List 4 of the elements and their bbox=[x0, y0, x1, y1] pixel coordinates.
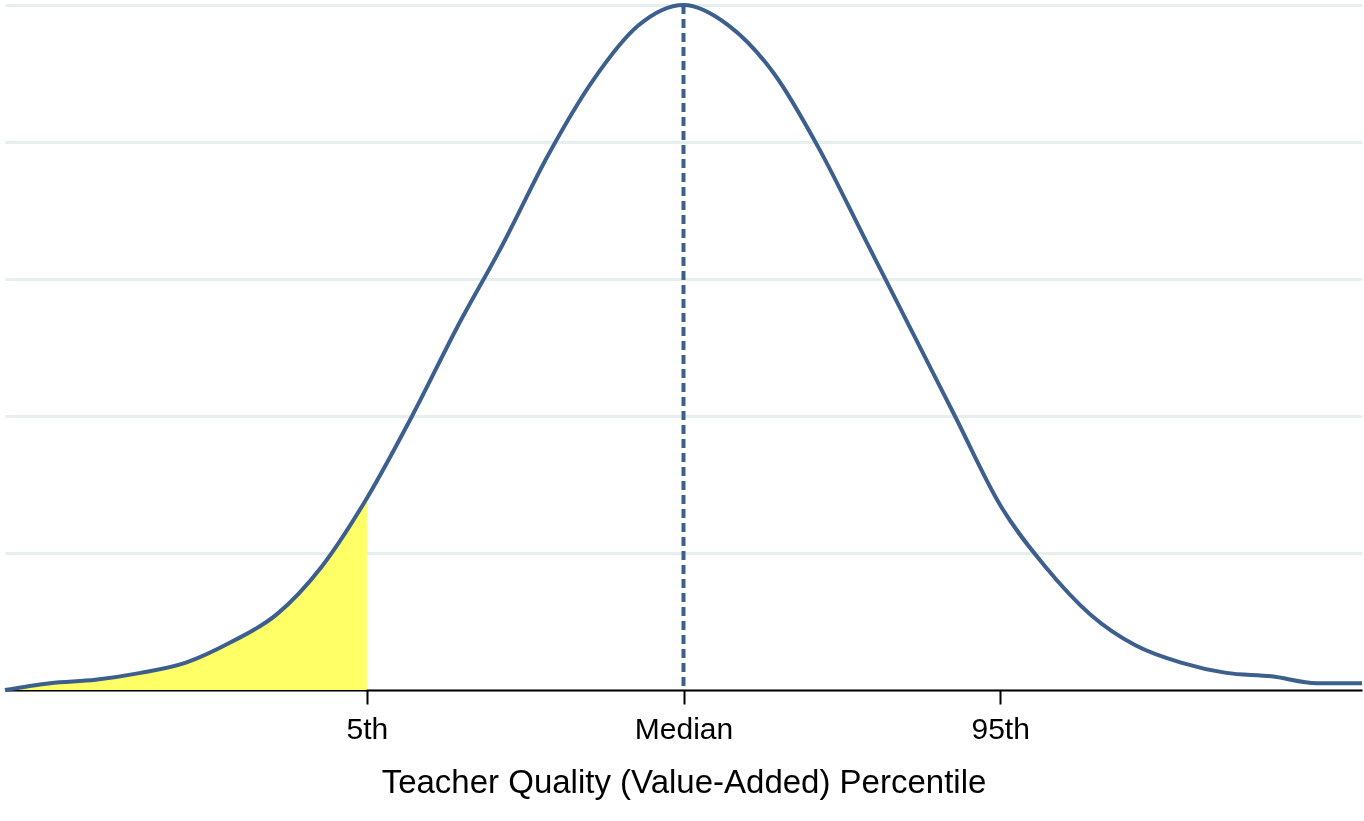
x-tick-label: 5th bbox=[346, 711, 389, 745]
x-axis-title: Teacher Quality (Value-Added) Percentile bbox=[381, 762, 987, 800]
x-tick-label: 95th bbox=[971, 711, 1030, 745]
x-tick-label: Median bbox=[634, 711, 734, 745]
